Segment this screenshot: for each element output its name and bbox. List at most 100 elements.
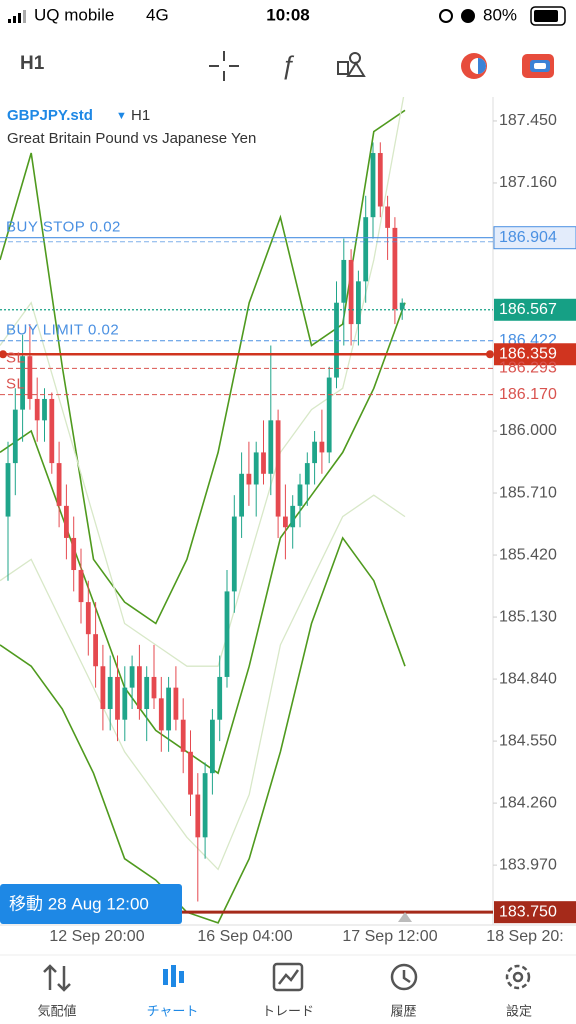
- candle-body: [290, 505, 296, 528]
- level-price: 186.170: [499, 386, 557, 403]
- candle-body: [5, 463, 11, 517]
- bottom-nav: 気配値 チャート トレード 履歴 設定: [0, 954, 576, 1024]
- band-line: [0, 97, 405, 667]
- scroll-label[interactable]: 移動 28 Aug 12:00: [9, 894, 149, 913]
- level-handle: [486, 350, 494, 359]
- y-tick-label: 184.840: [499, 670, 557, 687]
- trade-button[interactable]: [461, 53, 487, 79]
- candle-body: [253, 452, 259, 485]
- candle-body: [49, 398, 55, 464]
- candle-body: [195, 794, 201, 838]
- scroll-label-box[interactable]: [0, 884, 182, 924]
- band-line: [0, 494, 406, 871]
- candle-body: [12, 409, 18, 464]
- candle-body: [166, 687, 171, 731]
- candle-body: [85, 602, 91, 635]
- status-bar: UQ mobile 4G 10:08 80%: [8, 5, 566, 26]
- level-handle: [0, 350, 7, 359]
- candle-body: [217, 676, 223, 720]
- candle-body: [283, 516, 288, 528]
- series-layer: [0, 97, 406, 924]
- quotes-icon[interactable]: [43, 964, 71, 992]
- nav-label[interactable]: トレード: [262, 1003, 314, 1018]
- candle-body: [224, 591, 230, 677]
- level-price: 186.567: [499, 301, 557, 318]
- candle-body: [341, 259, 347, 303]
- history-icon[interactable]: [390, 963, 418, 991]
- candle-body: [115, 676, 120, 720]
- indicators-button[interactable]: ƒ: [281, 50, 295, 80]
- candle-body: [188, 751, 193, 795]
- y-tick-label: 183.970: [499, 856, 557, 873]
- trade-icon[interactable]: [272, 962, 304, 992]
- candle-body: [392, 227, 398, 310]
- candle-body: [180, 719, 186, 752]
- candle-body: [122, 687, 128, 720]
- candle-body: [304, 463, 310, 485]
- account-button[interactable]: [522, 54, 554, 78]
- level-box: [494, 343, 576, 366]
- candle-body: [27, 356, 33, 399]
- x-tick-label: 17 Sep 12:00: [342, 928, 437, 945]
- candle-body: [20, 356, 25, 410]
- y-tick-label: 187.160: [499, 174, 557, 191]
- candle-body: [42, 398, 47, 421]
- candle-body: [356, 281, 361, 325]
- candle-body: [93, 634, 98, 667]
- nav-label[interactable]: 気配値: [37, 1003, 76, 1018]
- chart-icon[interactable]: [163, 965, 184, 987]
- overlay: GBPJPY.std ▼ H1 Great Britain Pound vs J…: [0, 107, 412, 924]
- x-tick-label: 18 Sep 20:: [486, 928, 563, 945]
- candle-body: [56, 463, 62, 506]
- candle-body: [202, 773, 208, 838]
- objects-button[interactable]: [337, 52, 366, 77]
- candle-body: [107, 676, 113, 710]
- nav-label[interactable]: 履歴: [390, 1003, 416, 1018]
- candle-body: [319, 441, 325, 453]
- candle-body: [363, 217, 369, 282]
- nav-label[interactable]: 設定: [506, 1003, 532, 1018]
- candle-body: [239, 473, 244, 517]
- symbol[interactable]: GBPJPY.std: [7, 107, 93, 124]
- level-price: 186.293: [499, 360, 557, 377]
- y-tick-label: 187.450: [499, 112, 557, 129]
- candle-body: [275, 420, 281, 517]
- band-line: [0, 536, 406, 924]
- candle-body: [173, 687, 179, 720]
- candle-body: [385, 206, 390, 228]
- candle-body: [326, 377, 332, 453]
- candle-body: [78, 570, 84, 603]
- timeframe-button[interactable]: H1: [20, 53, 45, 74]
- y-tick-label: 185.420: [499, 546, 557, 563]
- y-tick-label: 184.260: [499, 794, 557, 811]
- network: 4G: [146, 5, 169, 24]
- candle-body: [312, 441, 317, 464]
- settings-icon[interactable]: [505, 964, 531, 990]
- x-tick-label: 16 Sep 04:00: [197, 928, 292, 945]
- chart-timeframe: H1: [131, 107, 150, 124]
- y-tick-label: 185.130: [499, 608, 557, 625]
- nav-label[interactable]: チャート: [147, 1003, 199, 1018]
- candle-body: [297, 484, 303, 506]
- y-tick-label: 185.710: [499, 484, 557, 501]
- level-box: [493, 226, 576, 250]
- level-price: 186.359: [499, 345, 557, 362]
- candle-body: [137, 666, 142, 710]
- candle-body: [261, 452, 266, 474]
- candle-body: [399, 302, 405, 310]
- level-price: 183.750: [499, 903, 557, 920]
- level-text: BUY STOP 0.02: [6, 219, 121, 236]
- crosshair-button[interactable]: [209, 51, 239, 81]
- chart-area[interactable]: [0, 97, 576, 925]
- scroll-marker[interactable]: [398, 912, 412, 922]
- candle-body: [377, 153, 383, 207]
- candle-body: [34, 398, 40, 421]
- symbol-dropdown[interactable]: ▼: [116, 110, 127, 122]
- level-text: SL: [6, 349, 25, 366]
- symbol-description: Great Britain Pound vs Japanese Yen: [7, 130, 256, 147]
- battery-level: 80%: [483, 5, 517, 24]
- y-tick-label: 184.550: [499, 732, 557, 749]
- clock: 10:08: [266, 5, 309, 24]
- candle-body: [210, 719, 215, 774]
- candle-body: [158, 698, 164, 731]
